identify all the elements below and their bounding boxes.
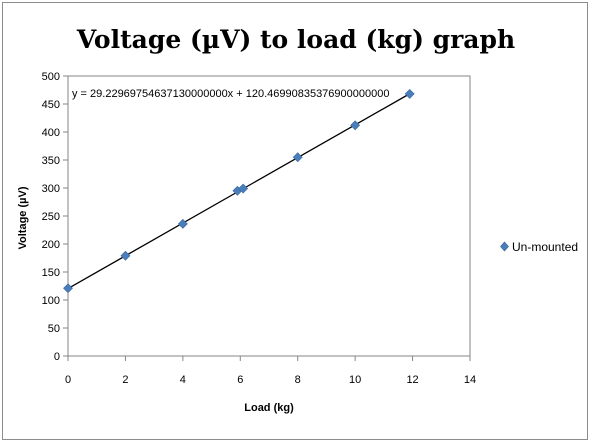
data-point (238, 183, 249, 194)
chart-svg: Voltage (µV) to load (kg) graph 05010015… (17, 25, 578, 414)
data-point (63, 283, 73, 294)
x-tick-label: 4 (180, 374, 186, 386)
data-point (404, 88, 415, 99)
legend-marker (500, 241, 509, 252)
x-tick-label: 8 (295, 374, 301, 386)
y-tick-label: 250 (42, 211, 60, 223)
y-tick-label: 400 (42, 127, 60, 139)
legend-label: Un-mounted (512, 240, 578, 254)
data-point (177, 218, 188, 229)
legend: Un-mounted (500, 240, 578, 254)
plot-border (67, 75, 471, 357)
data-point (350, 120, 361, 131)
x-axis-label: Load (kg) (244, 402, 294, 414)
y-axis-label: Voltage (µV) (17, 186, 29, 249)
y-tick-label: 0 (54, 351, 60, 363)
x-tick-label: 12 (406, 374, 418, 386)
x-tick-label: 6 (237, 374, 243, 386)
y-tick-label: 150 (42, 267, 60, 279)
y-tick-label: 500 (42, 71, 60, 83)
trendline-equation: y = 29.22969754637130000000x + 120.46990… (72, 88, 389, 100)
y-tick-label: 350 (42, 155, 60, 167)
plot-area: 0 50 100 150 200 250 300 350 400 450 500 0 2 4 6 8 10 12 1… (42, 71, 476, 386)
y-tick-label: 200 (42, 239, 60, 251)
chart-frame: Voltage (µV) to load (kg) graph 0 50 100 15… (2, 2, 588, 440)
x-tick-label: 14 (464, 374, 476, 386)
data-point (120, 250, 131, 261)
data-point (292, 152, 303, 163)
y-tick-label: 300 (42, 183, 60, 195)
y-tick-label: 50 (48, 323, 60, 335)
y-tick-label: 100 (42, 295, 60, 307)
x-tick-label: 2 (122, 374, 128, 386)
x-tick-label: 10 (349, 374, 361, 386)
x-tick-label: 0 (65, 374, 71, 386)
chart-title: Voltage (µV) to load (kg) graph (76, 25, 515, 54)
y-tick-label: 450 (42, 99, 60, 111)
